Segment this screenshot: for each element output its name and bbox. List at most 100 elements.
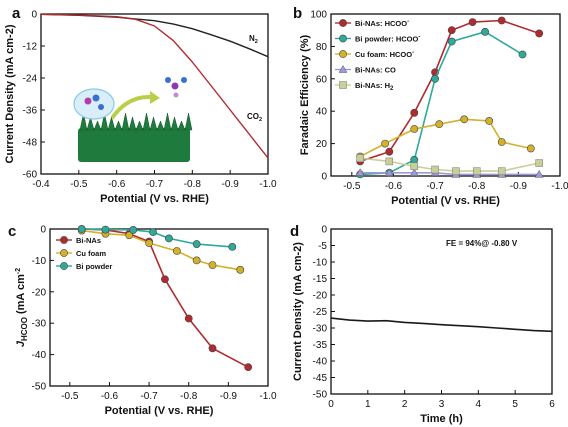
fe-series-line <box>360 157 540 172</box>
y-tick-label: 0 <box>321 225 327 236</box>
foam-base <box>78 128 190 162</box>
nanosheet-spike <box>170 116 179 131</box>
panel-label-c: c <box>8 223 16 240</box>
fe-data-point <box>452 167 460 175</box>
jhcoo-data-point <box>208 344 217 353</box>
x-tick-label: -0.9 <box>222 179 240 190</box>
x-tick-label: -1.0 <box>259 179 277 190</box>
panel-a-chart: -0.4 -0.5 -0.6 -0.7 -0.8 -0.9 -1.0 0 -12 -24 -36 -4… <box>4 5 277 205</box>
legend-text: Bi-NAs: CO <box>355 66 396 75</box>
legend-entry: Bi-NAs: CO <box>355 66 396 75</box>
x-tick-label: -0.7 <box>426 181 444 192</box>
legend-marker <box>60 249 68 257</box>
nanosheet-spike <box>135 120 144 131</box>
fe-data-point <box>535 29 544 38</box>
product-atom <box>165 77 171 83</box>
fe-data-point <box>518 50 527 59</box>
y-axis-label-text: Current Density (mA cm-2) <box>4 24 16 163</box>
y-tick-label: -48 <box>23 138 38 149</box>
fe-data-point <box>431 74 439 83</box>
jhcoo-data-point <box>172 247 181 255</box>
legend-marker <box>339 81 347 89</box>
y-tick-label: 0 <box>40 225 46 236</box>
jhcoo-data-point <box>208 261 217 270</box>
nanosheet-spike <box>177 120 186 131</box>
y-tick-label: -40 <box>32 350 47 361</box>
y-tick-label: 0 <box>321 172 327 183</box>
legend-entry: Bi powder <box>76 262 112 271</box>
panel-c-chart: -0.5 -0.6 -0.7 -0.8 -0.9 -1.0 -50 -40 -30 -20 -10 0… <box>8 223 277 417</box>
jhcoo-data-point <box>149 228 157 237</box>
legend-entry: Bi-NAs: HCOO- <box>355 19 409 28</box>
fe-data-point <box>410 125 419 133</box>
nanosheet-spike <box>142 112 151 131</box>
co2-bubble <box>73 88 115 120</box>
nanosheet-spike <box>114 120 123 131</box>
nanosheet-spike <box>100 112 109 131</box>
fe-data-point <box>447 26 456 35</box>
fe-data-point <box>381 139 390 148</box>
y-tick-label: -50 <box>313 390 328 401</box>
legend-marker <box>60 262 68 270</box>
atom-oxygen <box>92 94 100 102</box>
jhcoo-data-point <box>161 275 169 284</box>
reaction-arrow-shaft <box>110 94 151 120</box>
fe-data-point <box>435 120 444 129</box>
x-tick-label: 6 <box>549 399 555 410</box>
legend-sup: - <box>418 35 420 41</box>
legend-sup: - <box>412 50 414 56</box>
fe-data-point <box>526 144 535 153</box>
nanosheet-spike <box>93 120 102 131</box>
fe-data-point <box>481 27 489 36</box>
atom-carbon <box>84 97 92 105</box>
jhcoo-data-point <box>236 265 245 274</box>
product-atom <box>181 77 187 83</box>
y-tick-label: -25 <box>313 307 328 318</box>
y-tick-label: -35 <box>313 340 328 351</box>
product-atom <box>173 92 179 98</box>
jhcoo-data-point <box>228 242 237 251</box>
n2-curve <box>40 13 269 58</box>
y-label-sup: -2 <box>15 268 22 274</box>
jhcoo-data-point <box>184 314 193 323</box>
fe-data-point <box>468 18 477 26</box>
legend-marker <box>339 50 347 58</box>
fe-data-point <box>384 168 394 177</box>
fe-data-point <box>497 16 506 25</box>
x-tick-label: -0.5 <box>343 181 361 192</box>
fe-data-point <box>385 157 394 166</box>
fe-data-point <box>497 167 506 175</box>
y-tick-label: -15 <box>313 274 328 285</box>
co2-curve <box>40 13 269 159</box>
x-tick-label: 0 <box>328 399 334 410</box>
nanosheet-spike <box>149 116 158 131</box>
nanosheet-spike <box>107 116 116 131</box>
x-tick-label: -0.8 <box>180 391 198 402</box>
plot-frame <box>49 228 269 387</box>
nanosheet-spike <box>156 120 165 131</box>
nanosheet-spike <box>184 112 193 131</box>
y-tick-label: -60 <box>23 170 38 181</box>
fe-series-line <box>359 19 540 163</box>
jhcoo-data-point <box>192 240 201 248</box>
stability-curve <box>330 317 553 333</box>
y-label-j: J <box>15 340 27 347</box>
y-tick-label: -20 <box>313 291 328 302</box>
jhcoo-data-point <box>77 225 86 233</box>
x-tick-label: -1.0 <box>551 181 568 192</box>
panel-label-a: a <box>12 5 21 22</box>
y-axis-label: JHCOO (mA cm-2 <box>15 268 29 347</box>
y-tick-label: 60 <box>316 74 328 85</box>
jhcoo-data-point <box>165 234 173 243</box>
y-label-units: (mA cm <box>15 274 27 314</box>
plot-frame <box>330 13 561 177</box>
jhcoo-data-point <box>244 363 253 372</box>
jhcoo-series-line <box>81 228 249 368</box>
nanosheet-spike <box>79 112 88 131</box>
panel-b-chart: -0.5 -0.6 -0.7 -0.8 -0.9 -1.0 0 20 40 60 80 100 Pote… <box>293 5 568 207</box>
product-atom <box>171 82 179 90</box>
fe-data-point <box>497 138 506 146</box>
n2-label-sub: 2 <box>255 39 258 45</box>
fe-data-point <box>385 147 394 156</box>
y-tick-label: -30 <box>32 319 47 330</box>
